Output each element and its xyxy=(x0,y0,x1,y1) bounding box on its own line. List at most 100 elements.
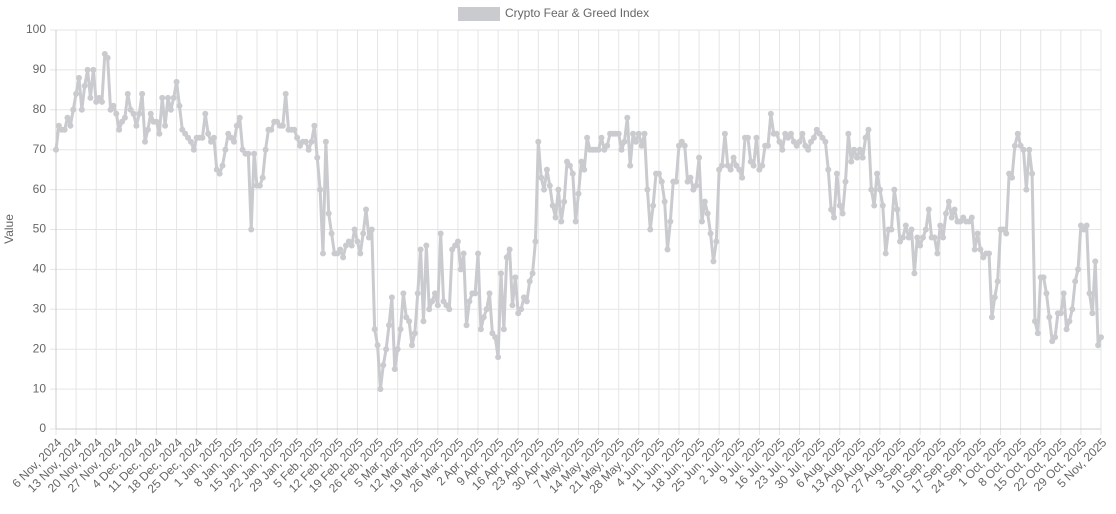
data-point xyxy=(391,366,398,373)
data-point xyxy=(552,214,559,221)
data-point xyxy=(472,290,479,297)
data-point xyxy=(538,174,545,181)
data-point xyxy=(417,246,424,253)
data-point xyxy=(1003,230,1010,237)
data-point xyxy=(1034,330,1041,337)
data-point xyxy=(971,246,978,253)
data-point xyxy=(291,126,298,133)
legend-label[interactable]: Crypto Fear & Greed Index xyxy=(505,6,649,20)
data-point xyxy=(394,346,401,353)
data-point xyxy=(434,302,441,309)
data-point xyxy=(561,198,568,205)
data-point xyxy=(1043,290,1050,297)
data-point xyxy=(187,138,194,145)
y-tick-label: 80 xyxy=(33,102,47,116)
data-point xyxy=(696,154,703,161)
data-point xyxy=(647,226,654,233)
data-point xyxy=(429,298,436,305)
data-point xyxy=(922,226,929,233)
data-point xyxy=(681,142,688,149)
data-point xyxy=(141,138,148,145)
data-point xyxy=(1023,186,1030,193)
data-point xyxy=(53,146,59,153)
data-point xyxy=(1014,130,1021,137)
data-point xyxy=(386,322,393,329)
data-point xyxy=(1057,310,1064,317)
data-point xyxy=(931,234,938,241)
y-tick-label: 20 xyxy=(33,341,47,355)
data-point xyxy=(357,250,364,257)
data-point xyxy=(862,134,869,141)
legend-swatch[interactable] xyxy=(458,7,500,21)
data-point xyxy=(776,138,783,145)
data-point xyxy=(113,110,120,117)
data-point xyxy=(940,234,947,241)
data-point xyxy=(368,226,375,233)
data-point xyxy=(477,326,484,333)
data-point xyxy=(1072,278,1079,285)
data-point xyxy=(492,334,499,341)
data-point xyxy=(431,290,438,297)
data-point xyxy=(799,130,806,137)
data-point xyxy=(139,90,146,97)
data-point xyxy=(727,166,734,173)
data-point xyxy=(351,226,358,233)
data-point xyxy=(658,178,665,185)
data-point xyxy=(894,206,901,213)
y-tick-label: 40 xyxy=(33,262,47,276)
data-point xyxy=(618,146,625,153)
data-point xyxy=(853,154,860,161)
data-point xyxy=(810,134,817,141)
data-point xyxy=(130,110,137,117)
data-point xyxy=(216,170,223,177)
data-point xyxy=(374,342,381,349)
data-point xyxy=(868,186,875,193)
data-point xyxy=(509,302,516,309)
data-point xyxy=(856,146,863,153)
data-point xyxy=(638,142,645,149)
data-point xyxy=(408,342,415,349)
data-point xyxy=(736,166,743,173)
data-point xyxy=(170,94,177,101)
data-point xyxy=(541,186,548,193)
data-point xyxy=(354,238,361,245)
data-point xyxy=(262,146,269,153)
data-point xyxy=(615,130,622,137)
data-point xyxy=(974,230,981,237)
data-point xyxy=(532,238,539,245)
data-point xyxy=(144,126,151,133)
data-point xyxy=(1069,306,1076,313)
data-point xyxy=(365,234,372,241)
data-point xyxy=(673,178,680,185)
data-point xyxy=(796,138,803,145)
data-point xyxy=(566,162,573,169)
data-point xyxy=(701,198,708,205)
data-point xyxy=(851,146,858,153)
data-point xyxy=(942,210,949,217)
data-point xyxy=(90,66,97,73)
data-point xyxy=(667,218,674,225)
data-point xyxy=(512,274,519,281)
data-point xyxy=(81,82,88,89)
data-point xyxy=(133,122,140,129)
data-point xyxy=(1086,290,1093,297)
data-point xyxy=(621,138,628,145)
data-point xyxy=(925,206,932,213)
data-point xyxy=(446,306,453,313)
data-point xyxy=(831,214,838,221)
data-point xyxy=(739,174,746,181)
data-point xyxy=(219,162,226,169)
data-point xyxy=(595,146,602,153)
data-point xyxy=(908,226,915,233)
y-axis-title: Value xyxy=(2,214,16,244)
data-point xyxy=(518,306,525,313)
data-point xyxy=(704,210,711,217)
data-point xyxy=(1011,142,1018,149)
data-point xyxy=(934,250,941,257)
data-point xyxy=(420,318,427,325)
data-point xyxy=(414,290,421,297)
data-point xyxy=(1095,342,1102,349)
data-point xyxy=(859,154,866,161)
data-point xyxy=(764,142,771,149)
data-point xyxy=(294,134,301,141)
